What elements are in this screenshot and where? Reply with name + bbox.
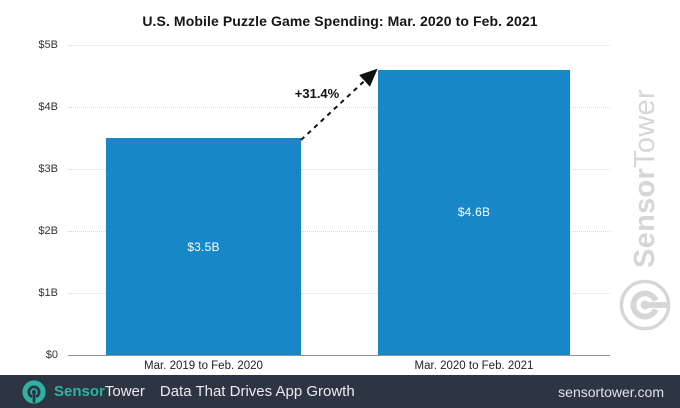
growth-annotation: +31.4%	[294, 86, 340, 101]
y-tick-label: $2B	[38, 225, 58, 237]
x-category-label: Mar. 2019 to Feb. 2020	[144, 360, 263, 372]
y-tick-label: $5B	[38, 39, 58, 51]
bar-value-label: $4.6B	[457, 205, 491, 220]
y-tick-label: $1B	[38, 287, 58, 299]
footer-bar: SensorTower Data That Drives App Growth …	[0, 375, 680, 408]
plot-area: $5B $4B $3B $2B $1B $0 $3.5B $4.6B +31.4…	[38, 39, 610, 372]
chart-title: U.S. Mobile Puzzle Game Spending: Mar. 2…	[142, 13, 538, 29]
y-tick-label: $4B	[38, 101, 58, 113]
x-category-label: Mar. 2020 to Feb. 2021	[414, 360, 534, 372]
bar-2020-2021: $4.6B	[378, 69, 570, 355]
gridline-2b	[68, 231, 610, 232]
growth-arrow	[300, 68, 378, 141]
footer-tagline: Data That Drives App Growth	[159, 383, 355, 400]
sensortower-logo-icon	[22, 379, 46, 404]
gridline-5b	[68, 45, 610, 46]
x-axis-line	[68, 355, 610, 356]
footer-brand-text: SensorTower	[54, 383, 145, 400]
y-tick-label: $0	[45, 349, 58, 361]
bar-2019-2020: $3.5B	[106, 138, 301, 355]
gridline-3b	[68, 169, 610, 170]
bar-value-label: $3.5B	[187, 239, 220, 254]
y-tick-label: $3B	[38, 163, 58, 175]
footer-url: sensortower.com	[558, 383, 664, 400]
gridline-1b	[68, 293, 610, 294]
